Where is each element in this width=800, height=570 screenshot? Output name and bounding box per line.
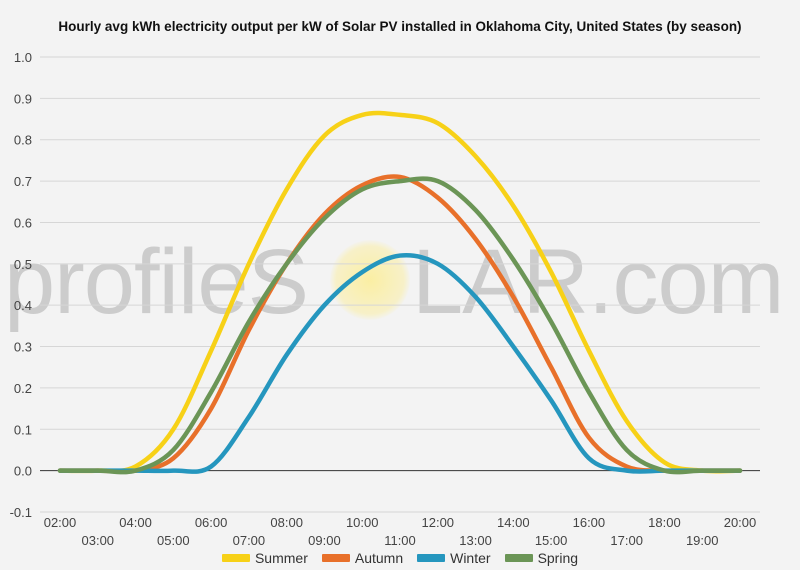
x-tick-label: 07:00	[233, 533, 266, 548]
y-tick-label: 0.1	[14, 422, 32, 437]
y-tick-label: 0.0	[14, 464, 32, 479]
x-tick-label: 06:00	[195, 515, 228, 530]
y-tick-label: -0.1	[10, 505, 32, 520]
y-tick-label: 0.3	[14, 340, 32, 355]
x-tick-label: 14:00	[497, 515, 530, 530]
x-tick-label: 20:00	[724, 515, 757, 530]
y-tick-label: 0.6	[14, 215, 32, 230]
series-line-winter	[57, 252, 743, 474]
y-axis-ticks: 1.0 0.9 0.8 0.7 0.6 0.5 0.4 0.3 0.2 0.1 0.0 -0.1	[10, 50, 32, 520]
x-tick-label: 02:00	[44, 515, 77, 530]
gridlines	[40, 56, 760, 513]
legend-swatch	[321, 554, 350, 562]
legend-swatch	[417, 554, 446, 562]
x-tick-label: 10:00	[346, 515, 379, 530]
legend-item-summer[interactable]: Summer	[221, 550, 308, 566]
series-line-summer	[57, 110, 743, 474]
x-tick-label: 15:00	[535, 533, 568, 548]
x-tick-label: 11:00	[384, 533, 416, 548]
legend: Summer Autumn Winter Spring	[0, 549, 800, 567]
y-tick-label: 0.9	[14, 91, 32, 106]
legend-item-winter[interactable]: Winter	[417, 550, 491, 566]
legend-label: Winter	[450, 550, 491, 566]
legend-swatch	[221, 554, 250, 562]
legend-label: Summer	[254, 550, 308, 566]
y-tick-label: 0.5	[14, 257, 32, 272]
y-tick-label: 0.8	[14, 133, 32, 148]
x-tick-label: 16:00	[573, 515, 606, 530]
legend-swatch	[504, 554, 533, 562]
series-lines	[57, 110, 743, 475]
y-tick-label: 1.0	[14, 50, 32, 65]
chart-title: Hourly avg kWh electricity output per kW…	[58, 19, 742, 34]
x-tick-label: 17:00	[610, 533, 643, 548]
x-tick-label: 04:00	[119, 515, 152, 530]
legend-label: Autumn	[354, 550, 404, 566]
x-tick-label: 08:00	[270, 515, 303, 530]
y-tick-label: 0.4	[14, 298, 32, 313]
x-axis-ticks: 02:00 04:00 06:00 08:00 10:00 12:00 14:00 16:00…	[44, 515, 757, 548]
y-tick-label: 0.7	[14, 174, 32, 189]
series-line-autumn	[57, 174, 743, 474]
x-tick-label: 13:00	[459, 533, 492, 548]
legend-item-autumn[interactable]: Autumn	[321, 550, 404, 566]
x-tick-label: 03:00	[82, 533, 115, 548]
x-tick-label: 19:00	[686, 533, 719, 548]
x-tick-label: 18:00	[648, 515, 681, 530]
x-tick-label: 05:00	[157, 533, 190, 548]
x-tick-label: 09:00	[308, 533, 341, 548]
legend-label: Spring	[537, 550, 579, 566]
x-tick-label: 12:00	[422, 515, 455, 530]
y-tick-label: 0.2	[14, 381, 32, 396]
legend-item-spring[interactable]: Spring	[504, 550, 579, 566]
series-line-spring	[57, 176, 743, 475]
